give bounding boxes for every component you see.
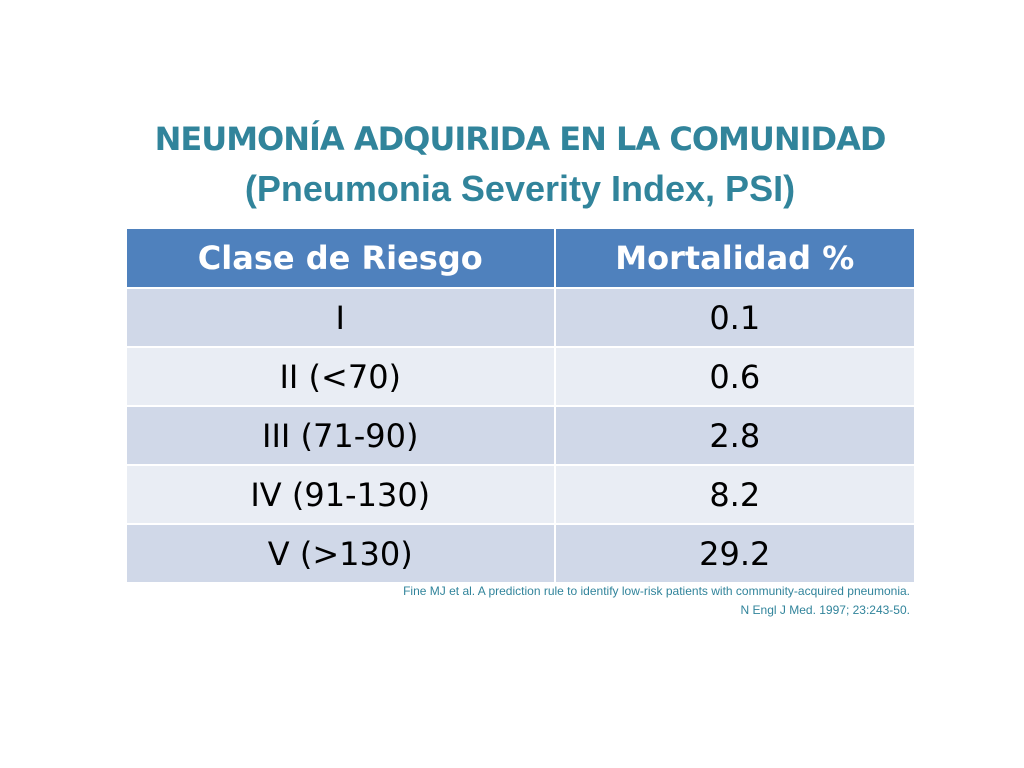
table-cell: III (71-90) (125, 405, 556, 466)
table-row: I 0.1 (125, 287, 917, 348)
table-cell: 2.8 (553, 405, 917, 466)
table-cell: V (>130) (125, 523, 556, 584)
header-cell: Mortalidad % (553, 227, 917, 289)
reference-line: Fine MJ et al. A prediction rule to iden… (403, 584, 910, 598)
table-cell: 0.1 (553, 287, 917, 348)
table-cell: II (<70) (125, 346, 556, 407)
table: Clase de Riesgo Mortalidad % I 0.1 II (<70… (125, 227, 917, 584)
table-body: I 0.1 II (<70) 0.6 III (71-90) 2.8 IV (91-130)… (125, 287, 917, 584)
table-cell: 8.2 (553, 464, 917, 525)
table-row: II (<70) 0.6 (125, 346, 917, 407)
table-cell: IV (91-130) (125, 464, 556, 525)
table-row: III (71-90) 2.8 (125, 405, 917, 466)
reference-line: N Engl J Med. 1997; 23:243-50. (740, 603, 910, 617)
subtitle: (Pneumonia Severity Index, PSI) (244, 168, 796, 209)
header-cell: Clase de Riesgo (125, 227, 556, 289)
reference: Fine MJ et al. A prediction rule to iden… (403, 582, 910, 620)
table-row: IV (91-130) 8.2 (125, 464, 917, 525)
title: NEUMONÍA ADQUIRIDA EN LA COMUNIDAD (154, 120, 887, 158)
table-cell: 0.6 (553, 346, 917, 407)
header-row: Clase de Riesgo Mortalidad % (125, 227, 917, 289)
table-row: V (>130) 29.2 (125, 523, 917, 584)
table-cell: I (125, 287, 556, 348)
table-cell: 29.2 (553, 523, 917, 584)
